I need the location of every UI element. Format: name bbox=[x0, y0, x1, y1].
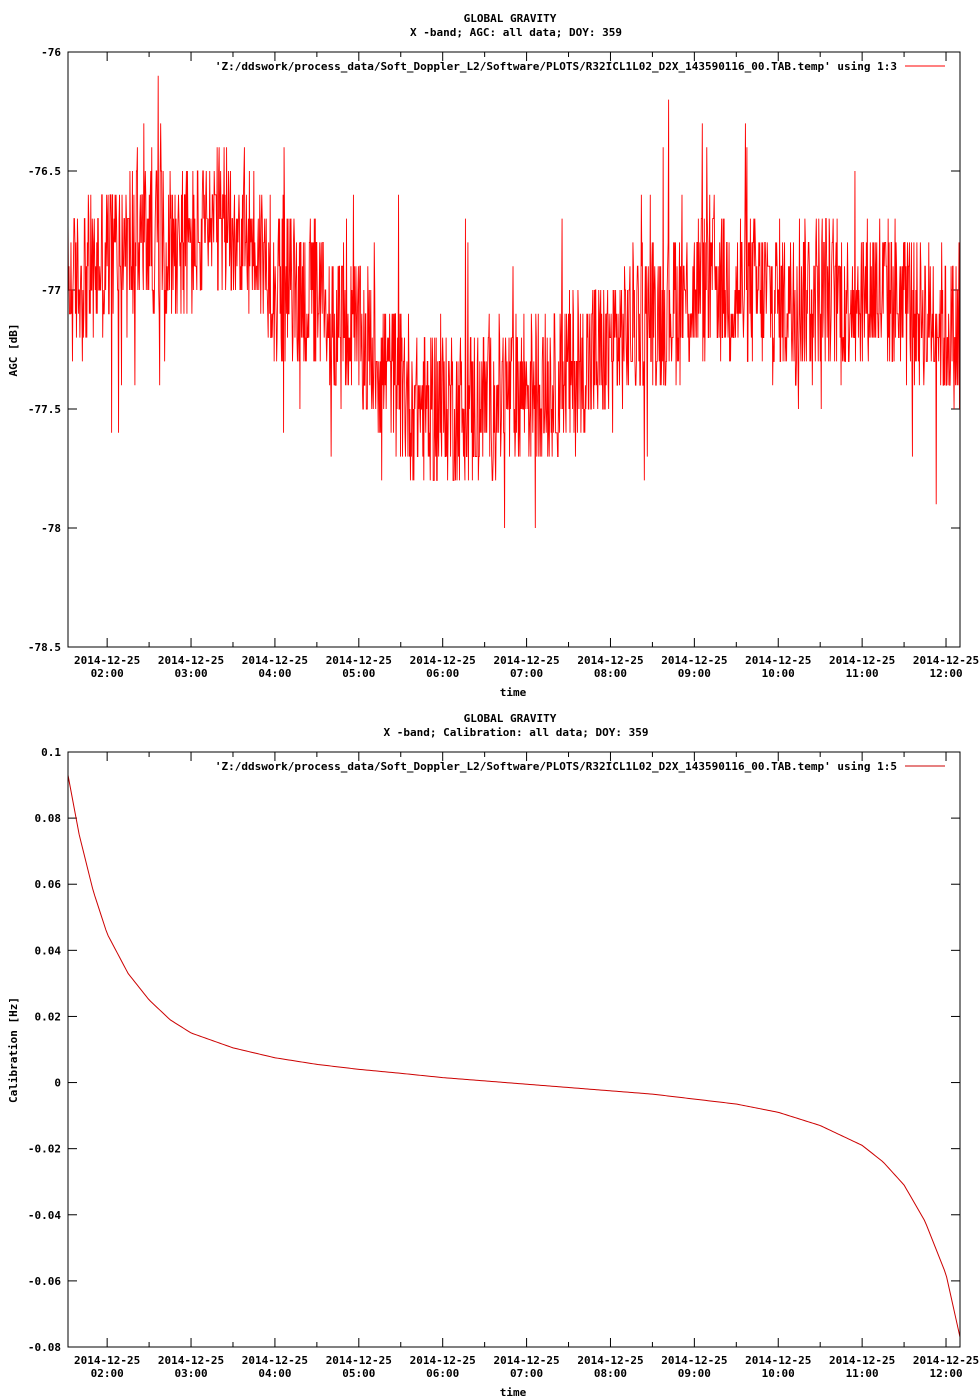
agc-chart: GLOBAL GRAVITY X -band; AGC: all data; D… bbox=[7, 12, 979, 699]
x-tick-date: 2014-12-25 bbox=[829, 1354, 895, 1367]
x-tick-time: 07:00 bbox=[510, 667, 543, 680]
x-tick-date: 2014-12-25 bbox=[661, 1354, 727, 1367]
chart-title: GLOBAL GRAVITY bbox=[464, 712, 557, 725]
plot-frame bbox=[67, 751, 961, 1348]
x-tick-time: 02:00 bbox=[91, 1367, 124, 1380]
x-tick-date: 2014-12-25 bbox=[577, 654, 643, 667]
x-tick-date: 2014-12-25 bbox=[829, 654, 895, 667]
x-tick-time: 10:00 bbox=[762, 667, 795, 680]
x-tick-time: 12:00 bbox=[929, 1367, 962, 1380]
series-line bbox=[67, 75, 961, 529]
y-tick-label: 0 bbox=[54, 1077, 61, 1090]
x-tick-time: 05:00 bbox=[342, 1367, 375, 1380]
x-tick-date: 2014-12-25 bbox=[326, 654, 392, 667]
x-tick-date: 2014-12-25 bbox=[158, 654, 224, 667]
ticks-group: -76-76.5-77-77.5-78-78.52014-12-2502:002… bbox=[28, 46, 979, 680]
chart-subtitle: X -band; Calibration: all data; DOY: 359 bbox=[384, 726, 649, 739]
y-tick-label: -0.08 bbox=[28, 1341, 61, 1354]
y-axis-label: AGC [dB] bbox=[7, 324, 20, 377]
x-tick-date: 2014-12-25 bbox=[577, 1354, 643, 1367]
x-tick-time: 04:00 bbox=[258, 1367, 291, 1380]
plot-frame bbox=[67, 51, 961, 648]
x-tick-date: 2014-12-25 bbox=[493, 1354, 559, 1367]
x-tick-time: 08:00 bbox=[594, 1367, 627, 1380]
x-tick-time: 09:00 bbox=[678, 1367, 711, 1380]
x-tick-date: 2014-12-25 bbox=[913, 654, 979, 667]
x-tick-date: 2014-12-25 bbox=[493, 654, 559, 667]
series-group bbox=[67, 75, 961, 529]
y-tick-label: 0.1 bbox=[41, 746, 61, 759]
x-tick-date: 2014-12-25 bbox=[74, 654, 140, 667]
y-tick-label: -77 bbox=[41, 284, 61, 297]
y-tick-label: 0.06 bbox=[35, 878, 62, 891]
y-axis-label: Calibration [Hz] bbox=[7, 997, 20, 1103]
y-tick-label: 0.02 bbox=[35, 1010, 62, 1023]
x-tick-time: 04:00 bbox=[258, 667, 291, 680]
x-tick-time: 03:00 bbox=[174, 1367, 207, 1380]
x-tick-time: 08:00 bbox=[594, 667, 627, 680]
y-tick-label: -77.5 bbox=[28, 403, 61, 416]
x-tick-time: 06:00 bbox=[426, 667, 459, 680]
y-tick-label: -76 bbox=[41, 46, 61, 59]
x-tick-time: 05:00 bbox=[342, 667, 375, 680]
chart-subtitle: X -band; AGC: all data; DOY: 359 bbox=[410, 26, 622, 39]
series-line bbox=[67, 775, 961, 1338]
x-tick-date: 2014-12-25 bbox=[745, 1354, 811, 1367]
x-tick-date: 2014-12-25 bbox=[745, 654, 811, 667]
ticks-group: 0.1 0.08 0.06 0.04 0.02 0 -0.02 -0.04 -0.06 -0.08… bbox=[28, 746, 979, 1380]
chart-title: GLOBAL GRAVITY bbox=[464, 12, 557, 25]
x-axis-label: time bbox=[500, 1386, 527, 1399]
y-tick-label: -0.02 bbox=[28, 1143, 61, 1156]
x-tick-time: 11:00 bbox=[846, 1367, 879, 1380]
legend-label: 'Z:/ddswork/process_data/Soft_Doppler_L2… bbox=[215, 60, 897, 73]
x-tick-time: 07:00 bbox=[510, 1367, 543, 1380]
x-tick-time: 11:00 bbox=[846, 667, 879, 680]
x-tick-time: 12:00 bbox=[929, 667, 962, 680]
x-tick-time: 03:00 bbox=[174, 667, 207, 680]
y-tick-label: -78.5 bbox=[28, 641, 61, 654]
x-tick-time: 09:00 bbox=[678, 667, 711, 680]
calibration-chart: GLOBAL GRAVITY X -band; Calibration: all… bbox=[7, 712, 979, 1399]
x-tick-date: 2014-12-25 bbox=[74, 1354, 140, 1367]
x-axis-label: time bbox=[500, 686, 527, 699]
x-tick-time: 10:00 bbox=[762, 1367, 795, 1380]
x-tick-date: 2014-12-25 bbox=[661, 654, 727, 667]
legend-label: 'Z:/ddswork/process_data/Soft_Doppler_L2… bbox=[215, 760, 897, 773]
x-tick-date: 2014-12-25 bbox=[326, 1354, 392, 1367]
y-tick-label: -0.06 bbox=[28, 1275, 61, 1288]
x-tick-date: 2014-12-25 bbox=[913, 1354, 979, 1367]
x-tick-date: 2014-12-25 bbox=[410, 1354, 476, 1367]
y-tick-label: -78 bbox=[41, 522, 61, 535]
x-tick-time: 02:00 bbox=[91, 667, 124, 680]
y-tick-label: 0.04 bbox=[35, 944, 62, 957]
x-tick-date: 2014-12-25 bbox=[242, 654, 308, 667]
y-tick-label: -76.5 bbox=[28, 165, 61, 178]
x-tick-date: 2014-12-25 bbox=[158, 1354, 224, 1367]
x-tick-date: 2014-12-25 bbox=[410, 654, 476, 667]
x-tick-time: 06:00 bbox=[426, 1367, 459, 1380]
series-group bbox=[67, 775, 961, 1338]
x-tick-date: 2014-12-25 bbox=[242, 1354, 308, 1367]
y-tick-label: -0.04 bbox=[28, 1209, 61, 1222]
y-tick-label: 0.08 bbox=[35, 812, 62, 825]
